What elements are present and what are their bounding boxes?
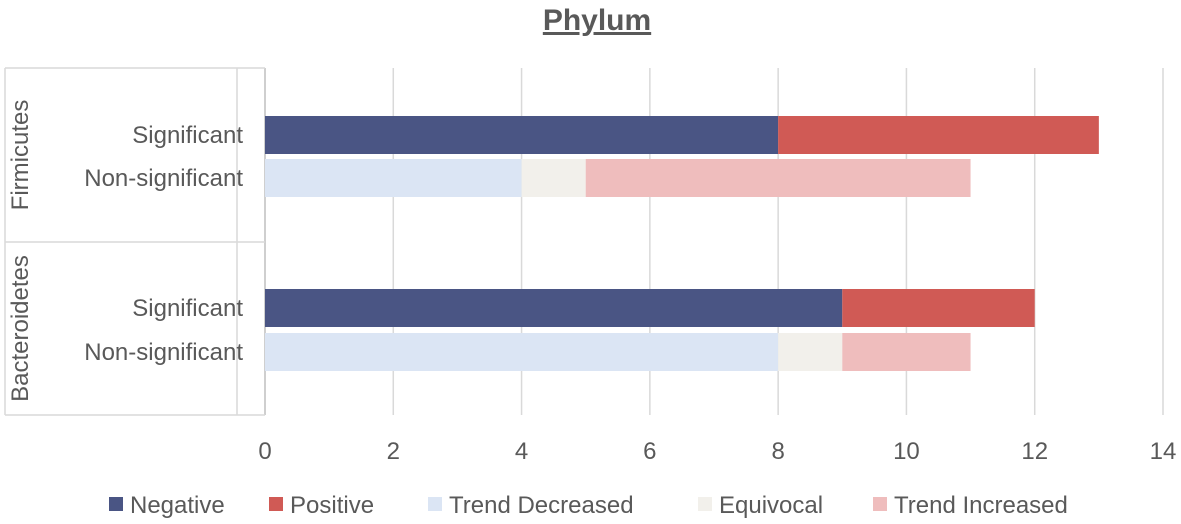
group-frame [4, 67, 266, 416]
x-tick-label-10: 10 [893, 438, 920, 465]
x-tick-label-6: 6 [643, 438, 656, 465]
bar-bacteroidetes-non-significant-trend-decreased [265, 333, 779, 371]
x-tick-label-2: 2 [387, 438, 400, 465]
legend-label-negative: Negative [130, 492, 225, 519]
group-label-bacteroidetes: Bacteroidetes [7, 255, 34, 402]
bars [265, 116, 1099, 371]
x-tick-labels: 0 2 4 6 8 10 12 14 [258, 438, 1176, 465]
bar-bacteroidetes-non-significant-equivocal [778, 333, 843, 371]
legend-swatch-trend-increased [873, 497, 887, 511]
legend-swatch-negative [109, 497, 123, 511]
bar-bacteroidetes-significant-positive [842, 289, 1035, 327]
x-tick-label-8: 8 [771, 438, 784, 465]
legend-swatch-equivocal [698, 497, 712, 511]
bar-firmicutes-significant-negative [265, 116, 779, 154]
bar-firmicutes-non-significant-trend-increased [585, 159, 971, 197]
category-labels: Significant Non-significant Significant Non… [84, 122, 243, 366]
bar-firmicutes-non-significant-equivocal [521, 159, 586, 197]
x-tick-label-0: 0 [258, 438, 271, 465]
category-label-bacteroidetes-non-significant: Non-significant [84, 339, 243, 366]
category-label-firmicutes-non-significant: Non-significant [84, 165, 243, 192]
legend-label-equivocal: Equivocal [719, 492, 823, 519]
bar-bacteroidetes-non-significant-trend-increased [842, 333, 971, 371]
legend: Negative Positive Trend Decreased Equivocal… [109, 492, 1068, 519]
group-labels: Firmicutes Bacteroidetes [7, 100, 34, 402]
legend-label-trend-decreased: Trend Decreased [449, 492, 634, 519]
legend-swatch-trend-decreased [428, 497, 442, 511]
x-tick-label-12: 12 [1021, 438, 1048, 465]
group-label-firmicutes: Firmicutes [7, 100, 34, 211]
bar-bacteroidetes-significant-negative [265, 289, 843, 327]
legend-label-trend-increased: Trend Increased [894, 492, 1068, 519]
x-tick-label-14: 14 [1150, 438, 1177, 465]
bar-firmicutes-non-significant-trend-decreased [265, 159, 522, 197]
legend-label-positive: Positive [290, 492, 374, 519]
x-tick-label-4: 4 [515, 438, 528, 465]
category-label-bacteroidetes-significant: Significant [132, 295, 243, 322]
chart-title: Phylum [543, 4, 651, 37]
bar-firmicutes-significant-positive [778, 116, 1099, 154]
legend-swatch-positive [269, 497, 283, 511]
category-label-firmicutes-significant: Significant [132, 122, 243, 149]
